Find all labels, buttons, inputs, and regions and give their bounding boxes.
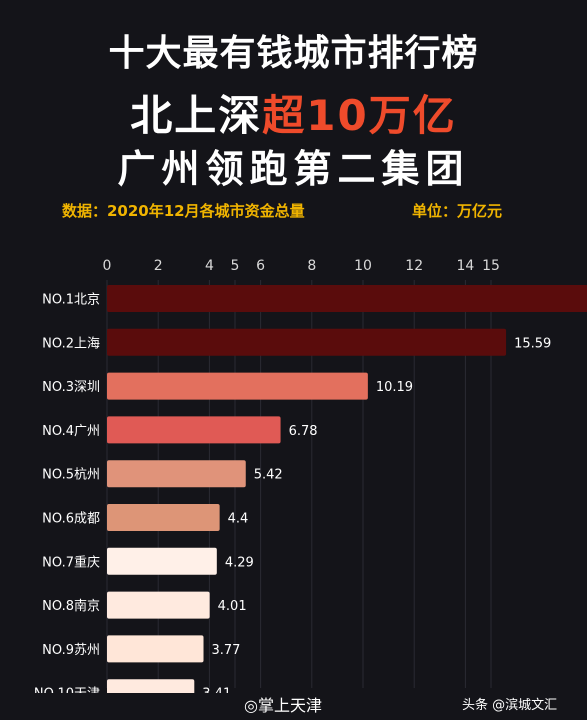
x-tick-label: 6 [256, 258, 265, 274]
x-tick-label: 5 [231, 258, 240, 274]
title-line-1: 十大最有钱城市排行榜 [108, 33, 479, 74]
watermark-right: 头条 @滨城文汇 [462, 698, 558, 713]
category-label: NO.6成都 [42, 512, 100, 527]
category-label: NO.5杭州 [42, 468, 100, 483]
category-label: NO.7重庆 [42, 554, 100, 570]
category-label: NO.3深圳 [42, 380, 100, 395]
watermark-left: ◎掌上天津 [244, 696, 322, 715]
x-tick-label: 10 [354, 258, 372, 274]
title-line-2-highlight: 超10万亿 [262, 91, 457, 140]
x-tick-label: 2 [154, 258, 163, 274]
title-line-2-plain: 北上深 [130, 91, 263, 140]
bar-chart: 02456810121415NO.1北京18.8NO.2上海15.59NO.3深… [34, 258, 587, 693]
bar [107, 679, 195, 693]
value-label: 6.78 [289, 424, 318, 439]
title-line-2: 北上深超10万亿 [0, 82, 587, 143]
category-label: NO.9苏州 [42, 642, 100, 658]
title-line-3: 广州领跑第二集团 [117, 147, 470, 191]
bar [107, 285, 587, 312]
category-label: NO.10天津 [34, 687, 100, 693]
bar [107, 328, 507, 356]
value-label: 5.42 [254, 468, 283, 483]
bar [107, 416, 281, 444]
value-label: 4.29 [225, 555, 254, 570]
bar [107, 460, 246, 488]
category-label: NO.4广州 [42, 424, 100, 439]
value-label: 10.19 [376, 380, 413, 395]
bar [107, 504, 220, 531]
bar [107, 372, 368, 400]
bar [107, 547, 217, 575]
value-label: 3.77 [212, 643, 241, 658]
x-tick-label: 12 [405, 258, 423, 274]
x-tick-label: 15 [482, 258, 500, 274]
x-tick-label: 14 [456, 258, 474, 274]
x-tick-label: 0 [103, 258, 112, 274]
unit-note: 单位：万亿元 [412, 202, 503, 220]
value-label: 3.41 [202, 687, 231, 693]
data-source-note: 数据：2020年12月各城市资金总量 [62, 202, 305, 220]
category-label: NO.1北京 [42, 293, 100, 308]
category-label: NO.2上海 [42, 336, 100, 351]
bar [107, 591, 210, 619]
value-label: 4.01 [218, 599, 247, 614]
x-tick-label: 8 [307, 258, 316, 274]
x-tick-label: 4 [205, 258, 214, 274]
category-label: NO.8南京 [42, 598, 100, 614]
value-label: 4.4 [228, 512, 249, 527]
value-label: 15.59 [514, 336, 551, 351]
bar [107, 635, 204, 663]
